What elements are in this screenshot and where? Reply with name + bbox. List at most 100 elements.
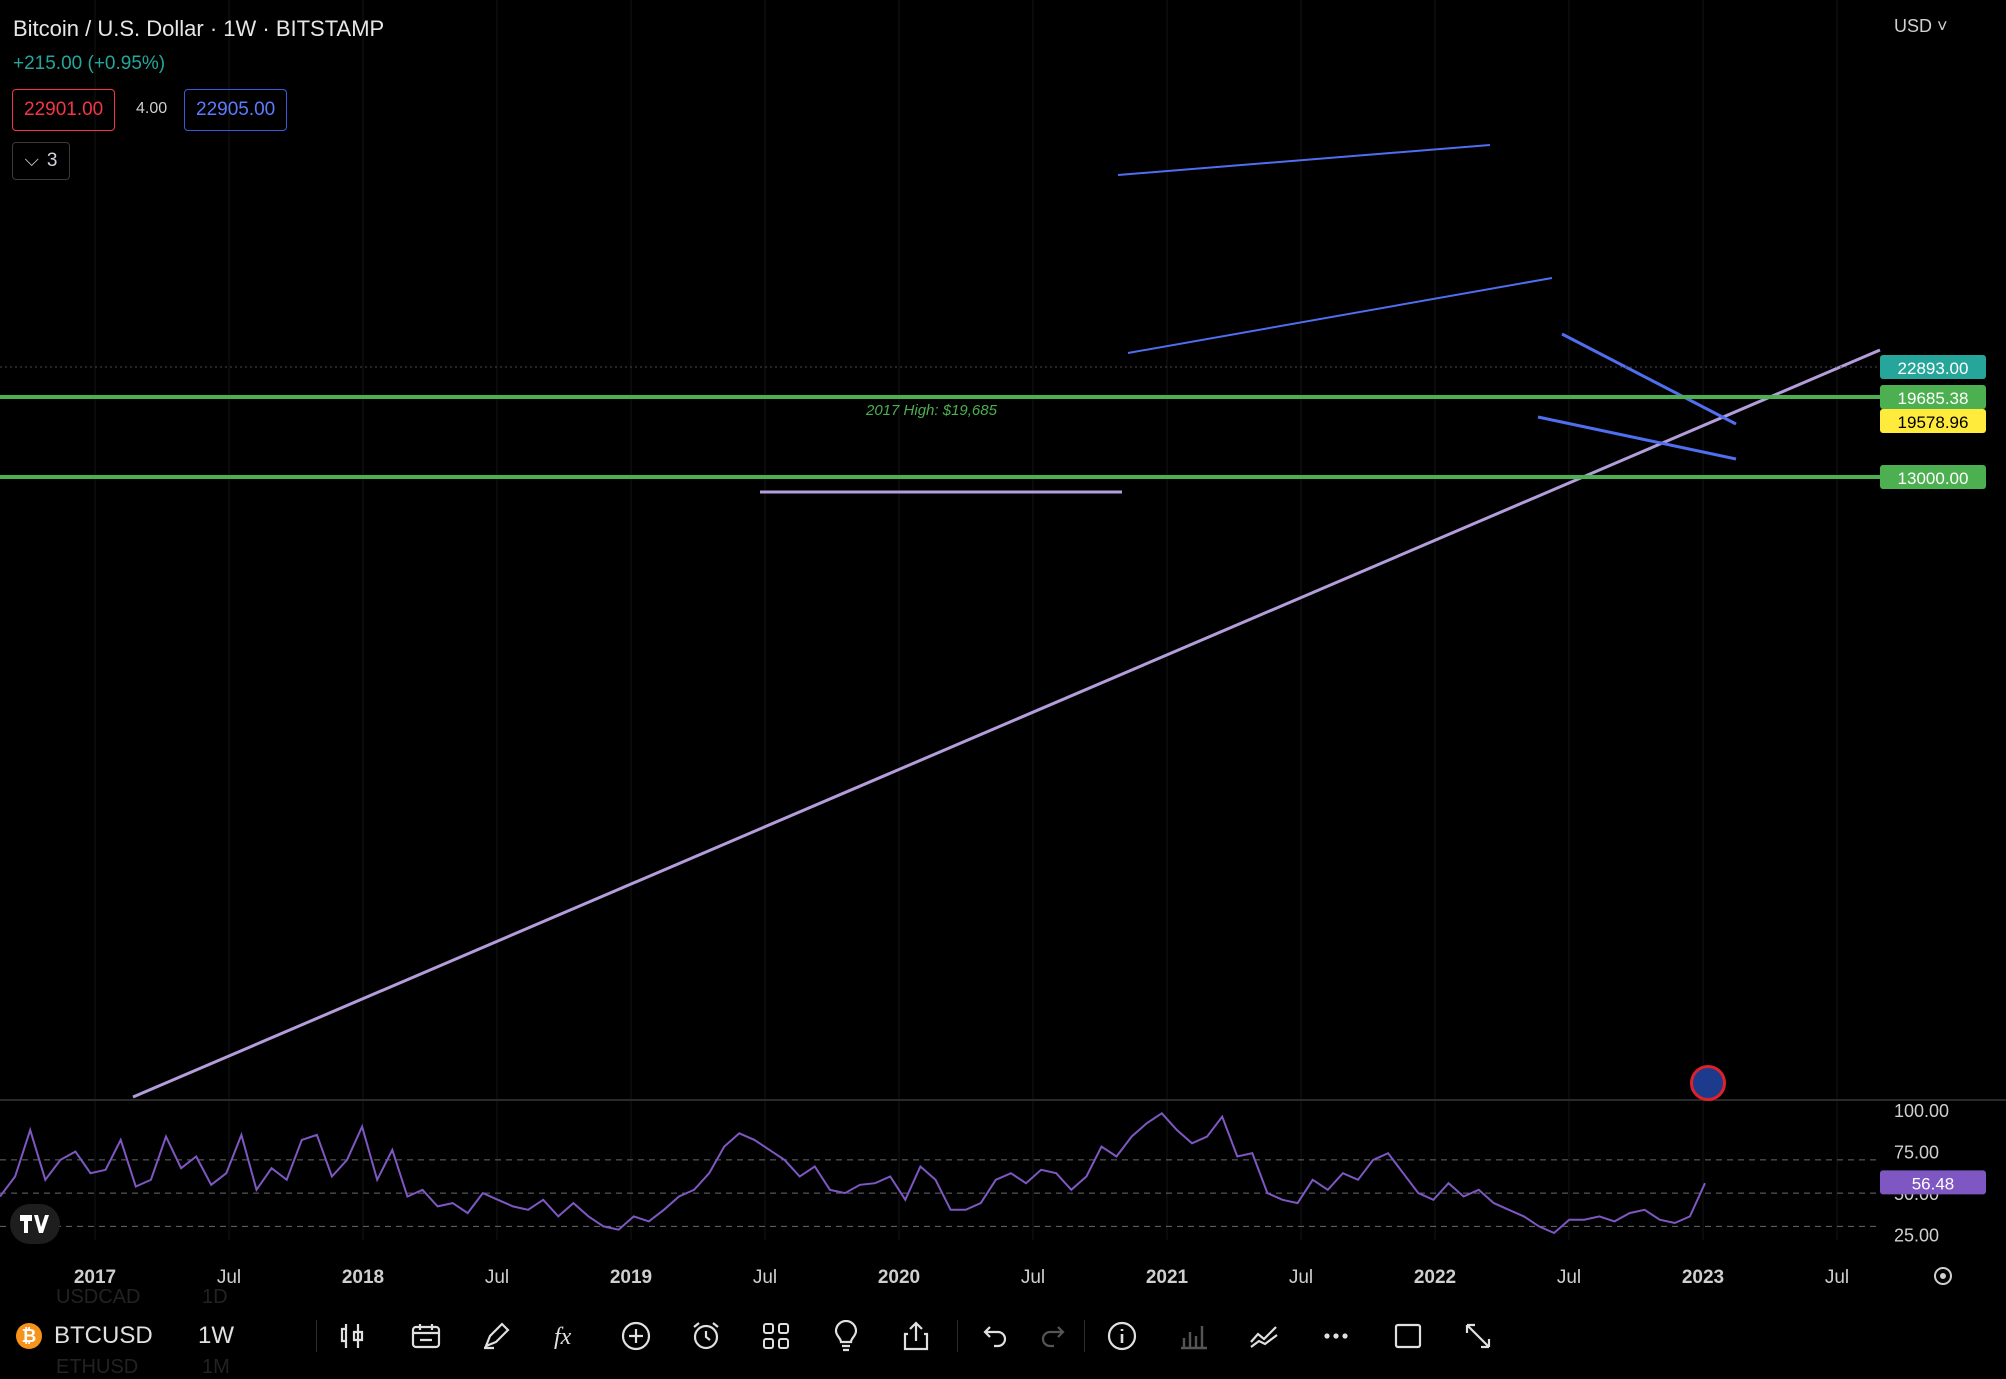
ghost-symbol-top: USDCAD (56, 1286, 141, 1308)
price-change: +215.00 (+0.95%) (13, 53, 166, 74)
compare-button[interactable] (408, 1318, 444, 1354)
bottom-toolbar (0, 1300, 2006, 1373)
pen-button[interactable] (478, 1318, 514, 1354)
grid-lines (94, 0, 1838, 1240)
time-axis-label: Jul (1557, 1267, 1581, 1288)
fullscreen-square-icon (1394, 1323, 1422, 1349)
indicators-collapse-button[interactable]: ⌵ 3 (12, 142, 70, 180)
bars-button (1176, 1318, 1212, 1354)
symbol-label: BTCUSD (54, 1322, 153, 1349)
price-label: 19578.96 (1880, 409, 1986, 433)
toolbar-divider (957, 1320, 958, 1352)
layouts-button[interactable] (758, 1318, 794, 1354)
time-axis-label: Jul (1825, 1267, 1849, 1288)
layouts-icon (763, 1323, 789, 1349)
plus-circle-button[interactable] (618, 1318, 654, 1354)
interval-selector[interactable]: 1W (198, 1318, 234, 1354)
info-button[interactable] (1104, 1318, 1140, 1354)
redo-icon (1041, 1326, 1065, 1348)
rsi-tick-label: 100.00 (1894, 1101, 1949, 1121)
time-axis-label: 2019 (610, 1267, 652, 1288)
price-label-text: 19685.38 (1898, 389, 1969, 408)
spread-value: 4.00 (136, 100, 168, 117)
expand-icon (1465, 1323, 1491, 1349)
time-axis-label: Jul (1289, 1267, 1313, 1288)
long-term-trendline (132, 348, 1881, 1099)
chart-title: Bitcoin / U.S. Dollar · 1W · BITSTAMP (13, 16, 385, 41)
fx-button[interactable]: fx (548, 1318, 584, 1354)
rsi-line (0, 1111, 1706, 1235)
undo-icon (983, 1326, 1007, 1348)
time-axis-label: 2023 (1682, 1267, 1724, 1288)
time-axis-label: Jul (1021, 1267, 1045, 1288)
time-axis-label: 2022 (1414, 1267, 1456, 1288)
price-label: 22893.00 (1880, 355, 1986, 379)
annotation-2017-high: 2017 High: $19,685 (865, 402, 998, 419)
ghost-symbol-bottom: ETHUSD (56, 1356, 139, 1378)
idea-icon (834, 1320, 858, 1352)
svg-text:fx: fx (554, 1324, 572, 1350)
share-button[interactable] (898, 1318, 934, 1354)
wedge-lower-line (1537, 415, 1737, 461)
candles-icon (340, 1324, 364, 1348)
indicators-count: 3 (46, 150, 58, 171)
price-label-bg (1880, 385, 1986, 409)
ghost-interval-bottom: 1M (202, 1356, 230, 1378)
currency-label: USD (1894, 16, 1933, 36)
idea-button[interactable] (828, 1318, 864, 1354)
rsi-value-label: 56.48 (1880, 1170, 1986, 1195)
time-axis-label: 2017 (74, 1267, 116, 1288)
indicators-icon (1250, 1326, 1278, 1348)
settings-gear-icon[interactable] (1934, 1267, 1952, 1285)
candles-button[interactable] (336, 1318, 372, 1354)
indicators-button[interactable] (1246, 1318, 1282, 1354)
ask-price-button[interactable]: 22905.00 (184, 89, 288, 131)
rsi-label-bg (1880, 1170, 1986, 1195)
price-label-bg (1880, 409, 1986, 433)
tradingview-logo-icon (10, 1204, 60, 1244)
more-icon (1324, 1333, 1348, 1339)
more-button[interactable] (1318, 1318, 1354, 1354)
price-label-text: 19578.96 (1898, 413, 1969, 432)
compare-icon (411, 1324, 441, 1349)
price-label-text: 22893.00 (1898, 359, 1969, 378)
time-axis-label: 2021 (1146, 1267, 1189, 1288)
interval-label: 1W (198, 1322, 234, 1349)
info-icon (1107, 1321, 1137, 1351)
rsi-tick-label: 75.00 (1894, 1143, 1939, 1163)
toolbar-divider (316, 1320, 317, 1352)
wedge-upper-line (1561, 332, 1737, 426)
bars-icon (1181, 1326, 1207, 1350)
price-label: 19685.38 (1880, 385, 1986, 409)
fullscreen-square-button[interactable] (1390, 1318, 1426, 1354)
undo-button[interactable] (976, 1318, 1012, 1354)
time-axis-label: Jul (217, 1267, 241, 1288)
price-label-bg (1880, 465, 1986, 489)
alarm-button[interactable] (688, 1318, 724, 1354)
channel-upper-line (1117, 144, 1491, 176)
time-axis-label: Jul (753, 1267, 777, 1288)
time-axis-label: 2020 (878, 1267, 920, 1288)
chart-area[interactable]: 110000.0085000.0065000.0049000.0039000.0… (0, 0, 2006, 1300)
price-label-text: 13000.00 (1898, 469, 1969, 488)
ghost-interval-top: 1D (202, 1286, 228, 1308)
symbol-selector[interactable]: ₿ BTCUSD (16, 1318, 153, 1354)
redo-button (1036, 1318, 1072, 1354)
channel-lower-line (1127, 277, 1553, 354)
plus-circle-icon (621, 1321, 651, 1351)
bitcoin-icon: ₿ (16, 1323, 42, 1349)
fx-icon: fx (554, 1324, 572, 1350)
expand-button[interactable] (1460, 1318, 1496, 1354)
toolbar-divider (1084, 1320, 1085, 1352)
us-flag-event-icon[interactable] (1690, 1065, 1726, 1101)
time-axis-label: Jul (485, 1267, 509, 1288)
currency-selector[interactable]: USD ˅ (1894, 16, 1948, 37)
pen-icon (484, 1322, 510, 1350)
alarm-icon (693, 1322, 719, 1350)
price-label: 13000.00 (1880, 465, 1986, 489)
gear-ring (1934, 1267, 1952, 1285)
share-icon (903, 1321, 929, 1351)
rsi-tick-label: 25.00 (1894, 1226, 1939, 1246)
bid-price-button[interactable]: 22901.00 (12, 89, 116, 131)
rsi-label-text: 56.48 (1912, 1174, 1955, 1193)
